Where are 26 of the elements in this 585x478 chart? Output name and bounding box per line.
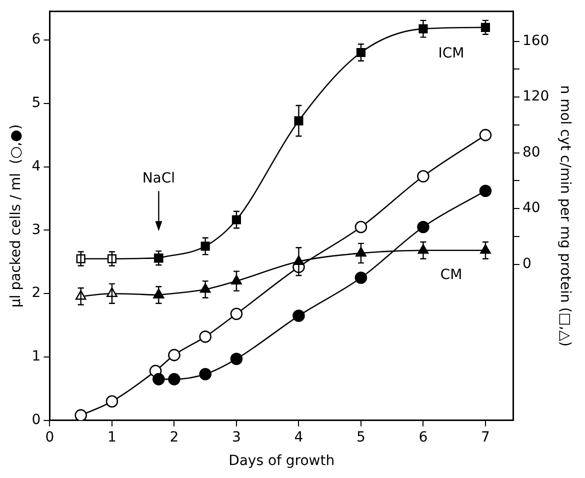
series-label: CM <box>440 267 462 284</box>
y-tick-label: 2 <box>32 285 41 302</box>
x-tick-label: 1 <box>107 429 116 446</box>
x-tick-label: 6 <box>418 429 428 446</box>
y2-tick-label: 120 <box>522 88 550 105</box>
y2-tick-label: 160 <box>522 33 550 49</box>
annotation: NaCl <box>142 170 176 187</box>
y-tick-label: 3 <box>32 222 41 238</box>
y2-axis-title: n mol cyt c/min per mg protein (□,△) <box>556 85 573 347</box>
y-tick-label: 6 <box>32 32 41 48</box>
series-label: ICM <box>438 45 464 62</box>
y-tick-label: 5 <box>32 94 41 111</box>
y-tick-label: 4 <box>32 158 41 174</box>
x-tick-label: 4 <box>294 429 304 446</box>
y2-tick-label: 0 <box>522 256 532 272</box>
x-axis-title: Days of growth <box>228 453 335 470</box>
x-tick-label: 7 <box>481 429 490 446</box>
x-tick-label: 3 <box>232 429 241 446</box>
y-tick-label: 0 <box>32 412 41 428</box>
y2-tick-label: 40 <box>522 200 540 216</box>
x-tick-label: 5 <box>356 429 366 446</box>
y2-tick-label: 80 <box>522 144 540 160</box>
x-tick-label: 2 <box>170 429 179 446</box>
y-tick-label: 1 <box>32 348 41 365</box>
y-axis-title: μl packed cells / ml (○,●) <box>8 124 24 308</box>
x-tick-label: 0 <box>45 429 54 446</box>
